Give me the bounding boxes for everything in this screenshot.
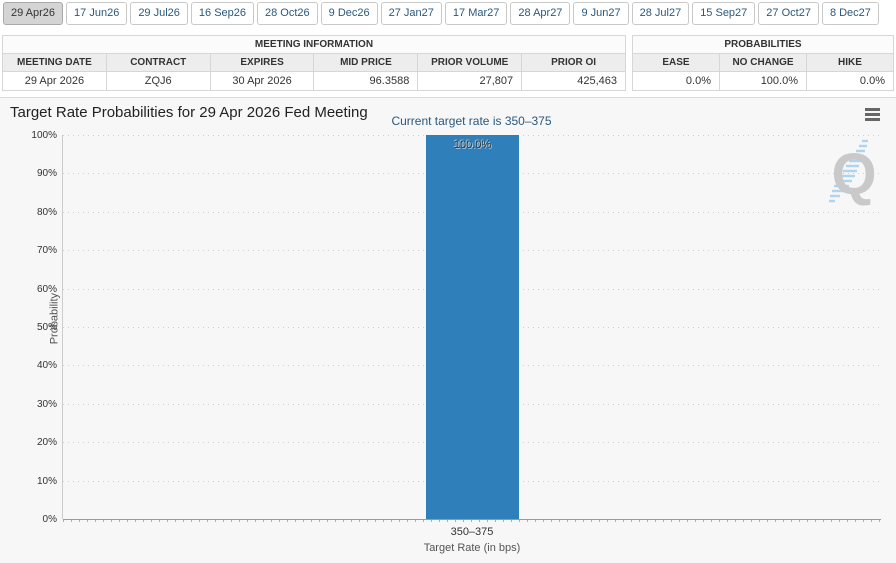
column-header: EXPIRES <box>209 53 315 72</box>
tab-28-jul27[interactable]: 28 Jul27 <box>631 2 690 25</box>
tab-29-jul26[interactable]: 29 Jul26 <box>130 2 188 25</box>
column-header: PRIOR VOLUME <box>417 53 523 72</box>
table-cell: 100.0% <box>719 71 807 91</box>
bar-data-label: 100.0% <box>453 139 492 151</box>
table-cell: 27,807 <box>417 71 523 91</box>
column-header: MEETING DATE <box>2 53 107 72</box>
x-axis-line <box>63 519 881 520</box>
plot-area: 100.0% 350–375 Target Rate (in bps) Prob… <box>31 130 881 554</box>
tab-8-dec27[interactable]: 8 Dec27 <box>821 2 879 25</box>
tab-9-dec26[interactable]: 9 Dec26 <box>320 2 378 25</box>
tab-27-oct27[interactable]: 27 Oct27 <box>758 2 819 25</box>
table-cell: 0.0% <box>806 71 894 91</box>
chart-title: Target Rate Probabilities for 29 Apr 202… <box>10 104 368 121</box>
tab-17-mar27[interactable]: 17 Mar27 <box>444 2 508 25</box>
probabilities-table: PROBABILITIES EASE NO CHANGE HIKE 0.0% 100.… <box>632 35 894 91</box>
table-cell: ZQJ6 <box>105 71 211 91</box>
tab-17-jun26[interactable]: 17 Jun26 <box>66 2 128 25</box>
y-tick-label: 40% <box>36 360 57 372</box>
column-header: MID PRICE <box>313 53 419 72</box>
hamburger-icon <box>865 107 880 111</box>
y-tick-label: 0% <box>42 514 57 525</box>
table-cell: 96.3588 <box>313 71 419 91</box>
probability-bar[interactable]: 100.0% <box>426 135 519 519</box>
y-tick-label: 10% <box>36 475 57 487</box>
y-axis-title: Probability <box>48 292 61 345</box>
chart-subtitle: Current target rate is 350–375 <box>391 114 552 128</box>
column-header: PRIOR OI <box>521 53 626 72</box>
tab-27-jan27[interactable]: 27 Jan27 <box>380 2 442 25</box>
chart-context-menu-button[interactable] <box>863 105 883 123</box>
y-tick-label: 90% <box>36 168 57 180</box>
tab-16-sep26[interactable]: 16 Sep26 <box>190 2 255 25</box>
watermark-letter: Q <box>831 142 876 207</box>
watermark-stripes <box>829 139 868 203</box>
meeting-information-table: MEETING INFORMATION MEETING DATE CONTRACT… <box>2 35 626 91</box>
y-tick-label: 60% <box>36 283 57 295</box>
tab-28-apr27[interactable]: 28 Apr27 <box>510 2 571 25</box>
column-header: NO CHANGE <box>719 53 807 72</box>
chart-panel: Target Rate Probabilities for 29 Apr 202… <box>0 97 896 563</box>
quikstrike-watermark-logo: Q <box>818 138 884 210</box>
tab-29-apr26[interactable]: 29 Apr26 <box>3 2 64 25</box>
meeting-information-value-row: 29 Apr 2026 ZQJ6 30 Apr 2026 96.3588 27,807 4… <box>2 71 626 91</box>
column-header: EASE <box>632 53 720 72</box>
y-tick-label: 100% <box>31 130 57 141</box>
y-tick-label: 70% <box>36 245 57 257</box>
tab-28-oct26[interactable]: 28 Oct26 <box>257 2 318 25</box>
probabilities-header-row: EASE NO CHANGE HIKE <box>632 53 894 72</box>
y-tick-label: 20% <box>36 437 57 449</box>
tab-9-jun27[interactable]: 9 Jun27 <box>573 2 629 25</box>
table-cell: 0.0% <box>632 71 720 91</box>
x-axis-title: Target Rate (in bps) <box>423 542 521 554</box>
y-tick-label: 30% <box>36 398 57 410</box>
y-tick-label: 80% <box>36 206 57 218</box>
probabilities-title: PROBABILITIES <box>632 35 894 54</box>
meeting-tab-bar: 29 Apr26 17 Jun26 29 Jul26 16 Sep26 28 Oct26… <box>3 2 896 25</box>
meeting-information-header-row: MEETING DATE CONTRACT EXPIRES MID PRICE PRIO… <box>2 53 626 72</box>
table-cell: 425,463 <box>521 71 626 91</box>
tab-15-sep27[interactable]: 15 Sep27 <box>692 2 756 25</box>
column-header: HIKE <box>806 53 894 72</box>
y-tick-label: 50% <box>36 322 57 333</box>
probabilities-value-row: 0.0% 100.0% 0.0% <box>632 71 894 91</box>
hamburger-icon <box>865 117 880 121</box>
hamburger-icon <box>865 112 880 116</box>
table-cell: 29 Apr 2026 <box>2 71 107 91</box>
column-header: CONTRACT <box>105 53 211 72</box>
table-cell: 30 Apr 2026 <box>209 71 315 91</box>
meeting-information-title: MEETING INFORMATION <box>2 35 626 54</box>
x-axis-minor-ticks <box>63 519 881 522</box>
x-tick-label: 350–375 <box>450 526 494 538</box>
